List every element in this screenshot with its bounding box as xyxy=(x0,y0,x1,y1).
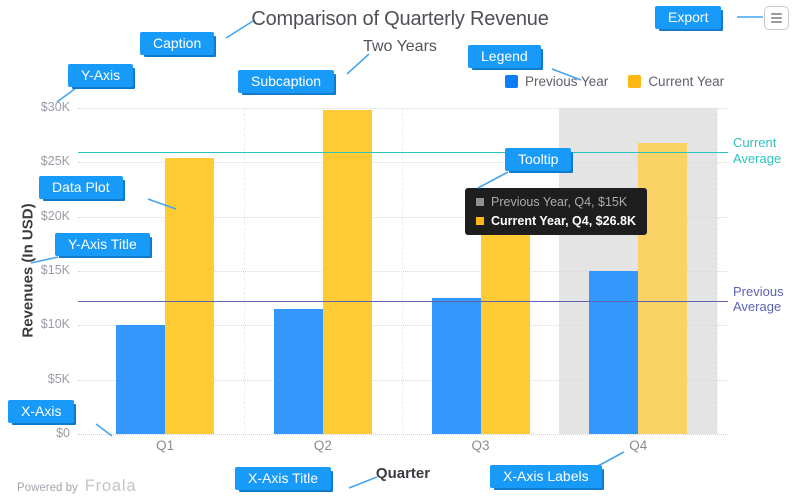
chart-caption: Comparison of Quarterly Revenue xyxy=(251,8,549,30)
export-menu-button[interactable] xyxy=(764,6,789,30)
menu-icon xyxy=(771,13,782,15)
bar-current-year-q2[interactable] xyxy=(322,110,372,434)
tooltip-bullet-current xyxy=(476,217,484,225)
trendline-label-current-average: Current Average xyxy=(733,135,782,166)
y-axis-label-$5K: $5K xyxy=(47,371,70,386)
annotation-tooltip: Tooltip xyxy=(505,148,572,171)
legend-item-previous-year[interactable]: Previous Year xyxy=(505,74,608,89)
gridline-$5K xyxy=(78,379,728,381)
gridline-$15K xyxy=(78,271,728,272)
bar-previous-year-q2[interactable] xyxy=(273,309,323,434)
bar-previous-year-q3[interactable] xyxy=(431,298,481,434)
gridline-$25K xyxy=(78,162,728,164)
gridline-$0 xyxy=(78,434,728,435)
y-axis-label-$20K: $20K xyxy=(40,208,70,223)
legend-swatch-current-year xyxy=(628,75,642,88)
froala-logo: Froala xyxy=(84,477,137,495)
trendline-label-previous-average: Previous Average xyxy=(733,283,784,315)
annotation-x-axis: X-Axis xyxy=(8,400,75,423)
trendline-previous-average xyxy=(78,300,728,302)
bar-current-year-q3[interactable] xyxy=(480,207,530,434)
legend-label-previous-year: Previous Year xyxy=(525,74,609,89)
x-axis-label-q1: Q1 xyxy=(156,438,175,453)
watermark-prefix: Powered by xyxy=(17,482,78,494)
gridline-$30K xyxy=(78,108,728,109)
y-axis-label-$15K: $15K xyxy=(40,263,70,277)
annotation-export: Export xyxy=(655,6,722,29)
legend-swatch-previous-year xyxy=(505,75,518,88)
bar-current-year-q1[interactable] xyxy=(165,157,215,434)
x-axis-label-q2: Q2 xyxy=(313,438,332,453)
bar-previous-year-q1[interactable] xyxy=(116,325,166,434)
tooltip-text-current: Current Year, Q4, $26.8K xyxy=(491,214,636,228)
tooltip-row-previous-year: Previous Year, Q4, $15K xyxy=(476,195,636,209)
x-axis-label-q3: Q3 xyxy=(471,438,490,453)
y-axis-label-$0: $0 xyxy=(56,426,70,440)
watermark[interactable]: Powered by Froala xyxy=(17,477,136,496)
x-axis-label-q4: Q4 xyxy=(629,438,648,453)
annotation-y-axis-title: Y-Axis Title xyxy=(55,233,150,256)
legend: Previous Year Current Year xyxy=(505,74,724,89)
chart-subcaption: Two Years xyxy=(363,38,437,55)
annotation-legend: Legend xyxy=(468,45,541,68)
bar-previous-year-q4[interactable] xyxy=(589,271,639,434)
annotation-subcaption: Subcaption xyxy=(238,70,335,93)
annotation-x-axis-title: X-Axis Title xyxy=(235,467,332,490)
bar-current-year-q4[interactable] xyxy=(638,142,688,434)
y-axis-label-$10K: $10K xyxy=(40,317,70,332)
legend-item-current-year[interactable]: Current Year xyxy=(628,74,724,89)
gridline-$20K xyxy=(78,216,728,218)
annotation-x-axis-labels: X-Axis Labels xyxy=(490,465,602,488)
legend-label-current-year: Current Year xyxy=(648,74,725,89)
x-axis-title: Quarter xyxy=(375,465,431,482)
annotation-data-plot: Data Plot xyxy=(39,176,123,199)
tooltip-text-previous: Previous Year, Q4, $15K xyxy=(491,195,628,209)
tooltip-bullet-previous xyxy=(476,198,484,206)
gridline-$10K xyxy=(78,325,728,327)
y-axis-label-$25K: $25K xyxy=(40,154,70,169)
trendline-current-average xyxy=(78,152,728,153)
y-axis-label-$30K: $30K xyxy=(40,100,70,114)
tooltip: Previous Year, Q4, $15K Current Year, Q4… xyxy=(465,188,647,235)
tooltip-row-current-year: Current Year, Q4, $26.8K xyxy=(476,214,636,228)
annotation-y-axis: Y-Axis xyxy=(68,64,134,87)
annotation-caption: Caption xyxy=(140,32,215,55)
y-axis-title: Revenues (In USD) xyxy=(19,203,37,338)
